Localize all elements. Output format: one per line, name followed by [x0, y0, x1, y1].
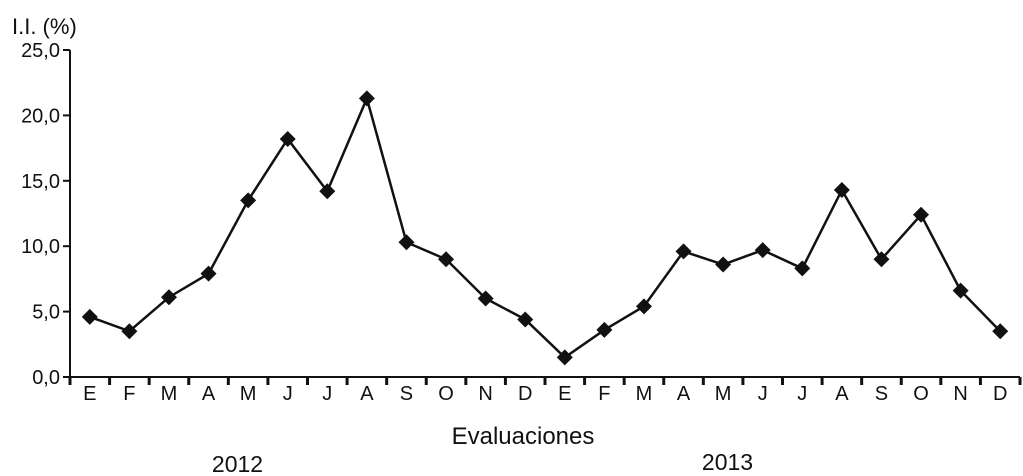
x-tick-label: F — [598, 383, 610, 405]
x-tick-label: A — [677, 383, 691, 405]
data-point — [794, 260, 811, 277]
data-point — [121, 323, 138, 340]
x-tick-label: M — [240, 383, 257, 405]
x-tick-label: J — [322, 383, 332, 405]
y-tick-label: 0,0 — [32, 367, 60, 389]
data-point — [200, 265, 217, 282]
x-tick-label: D — [993, 383, 1007, 405]
x-tick-label: J — [283, 383, 293, 405]
series-layer — [81, 90, 1009, 366]
data-point — [358, 90, 375, 107]
data-point — [754, 242, 771, 259]
data-point — [477, 290, 494, 307]
data-point — [438, 251, 455, 268]
x-tick-label: D — [518, 383, 532, 405]
y-tick-label: 20,0 — [21, 105, 60, 127]
y-axis-label: I.I. (%) — [12, 14, 77, 39]
data-point — [635, 298, 652, 315]
x-tick-label: S — [400, 383, 413, 405]
data-point — [952, 282, 969, 299]
data-point — [675, 243, 692, 260]
data-point — [319, 183, 336, 200]
data-point — [81, 308, 98, 325]
x-tick-label: N — [953, 383, 967, 405]
data-point — [913, 206, 930, 223]
series-line — [89, 94, 1002, 359]
x-tick-label: O — [438, 383, 454, 405]
year-group-label: 2012 — [212, 451, 263, 476]
y-tick-label: 5,0 — [32, 302, 60, 324]
data-point — [992, 323, 1009, 340]
data-point — [556, 349, 573, 366]
data-point — [160, 289, 177, 306]
data-point — [240, 192, 257, 209]
data-point — [279, 130, 296, 147]
data-point — [517, 311, 534, 328]
data-point — [873, 251, 890, 268]
x-tick-label: M — [636, 383, 653, 405]
year-groups: 2012 2013 — [212, 449, 753, 476]
y-tick-label: 15,0 — [21, 171, 60, 193]
data-point — [596, 321, 613, 338]
x-tick-label: A — [202, 383, 216, 405]
y-tick-label: 10,0 — [21, 236, 60, 258]
y-axis: 0,0 5,0 10,0 15,0 20,0 25,0 — [21, 40, 71, 389]
data-point — [833, 181, 850, 198]
x-tick-label: M — [161, 383, 178, 405]
y-tick-label: 25,0 — [21, 40, 60, 62]
x-tick-label: S — [875, 383, 888, 405]
year-group-label: 2013 — [702, 449, 753, 475]
x-tick-label: F — [123, 383, 135, 405]
x-tick-label: E — [83, 383, 96, 405]
data-point — [398, 234, 415, 251]
x-axis-label: Evaluaciones — [452, 423, 595, 450]
x-tick-label: N — [478, 383, 492, 405]
x-tick-label: J — [797, 383, 807, 405]
x-tick-label: J — [758, 383, 768, 405]
x-tick-label: A — [360, 383, 374, 405]
data-point — [715, 256, 732, 273]
x-tick-label: A — [835, 383, 849, 405]
x-tick-label: M — [715, 383, 732, 405]
x-tick-label: O — [913, 383, 929, 405]
x-tick-label: E — [558, 383, 571, 405]
